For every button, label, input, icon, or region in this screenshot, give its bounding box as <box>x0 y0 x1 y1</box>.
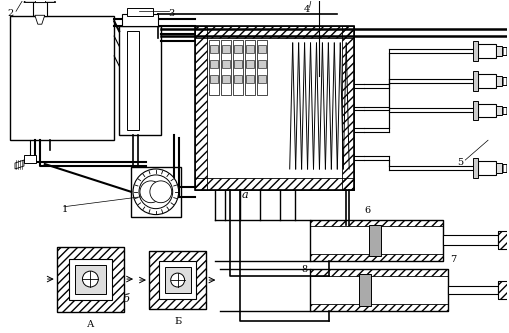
Bar <box>478 104 496 118</box>
Circle shape <box>133 169 179 214</box>
Bar <box>165 267 190 293</box>
Bar <box>159 261 196 299</box>
Bar <box>234 75 242 83</box>
Text: б: б <box>123 294 129 304</box>
Bar <box>119 26 161 135</box>
Bar <box>258 60 266 68</box>
Bar <box>210 45 218 53</box>
Text: Б: Б <box>174 317 181 326</box>
Bar <box>496 76 502 86</box>
Circle shape <box>140 181 162 203</box>
Bar <box>443 235 498 245</box>
Circle shape <box>171 273 185 287</box>
Bar <box>246 45 254 53</box>
Text: 7: 7 <box>450 255 457 264</box>
Bar <box>127 31 139 130</box>
Bar <box>122 14 158 26</box>
Bar <box>309 269 448 311</box>
Bar <box>233 40 243 95</box>
Bar <box>369 224 381 256</box>
Circle shape <box>150 181 172 203</box>
Bar <box>257 40 267 95</box>
Bar <box>74 265 106 294</box>
Bar <box>210 75 218 83</box>
Bar <box>149 251 207 309</box>
Bar <box>127 8 153 16</box>
Bar <box>209 40 219 95</box>
Bar <box>149 251 207 309</box>
Bar <box>69 259 112 300</box>
Bar <box>502 47 509 55</box>
Text: 5: 5 <box>457 158 463 167</box>
Bar <box>222 45 230 53</box>
Bar <box>35 0 45 2</box>
Bar <box>131 167 181 216</box>
Circle shape <box>139 175 173 209</box>
Bar <box>496 163 502 173</box>
Bar <box>473 71 478 91</box>
Text: 8: 8 <box>301 265 307 274</box>
Bar <box>342 26 354 190</box>
Bar <box>496 46 502 56</box>
Bar <box>502 107 509 115</box>
Text: 1: 1 <box>62 205 68 214</box>
Bar <box>10 16 114 140</box>
Bar <box>56 247 124 312</box>
Bar <box>195 178 354 190</box>
Bar <box>502 77 509 85</box>
Bar <box>498 231 509 249</box>
Bar <box>498 281 509 299</box>
Bar <box>210 60 218 68</box>
Bar <box>473 101 478 121</box>
Bar <box>195 26 207 190</box>
Bar <box>502 164 509 172</box>
Bar <box>245 40 255 95</box>
Bar <box>309 254 443 261</box>
Polygon shape <box>24 0 55 2</box>
Bar <box>309 219 443 261</box>
Bar <box>234 60 242 68</box>
Bar <box>221 40 231 95</box>
Bar <box>309 269 448 276</box>
Text: а: а <box>242 190 248 200</box>
Bar <box>258 45 266 53</box>
Bar <box>246 75 254 83</box>
Circle shape <box>82 271 98 287</box>
Bar <box>478 161 496 175</box>
Bar <box>246 60 254 68</box>
Bar <box>473 41 478 61</box>
Bar <box>258 75 266 83</box>
Bar <box>478 44 496 58</box>
Bar <box>498 231 509 249</box>
Bar <box>222 75 230 83</box>
Bar <box>498 281 509 299</box>
Bar <box>24 155 36 163</box>
Bar <box>359 274 371 306</box>
Bar <box>448 286 498 294</box>
Polygon shape <box>15 160 24 169</box>
Bar <box>478 74 496 88</box>
Bar <box>195 26 354 190</box>
Text: 4: 4 <box>303 5 309 14</box>
Text: 3: 3 <box>168 9 175 18</box>
Bar <box>33 2 47 16</box>
Bar <box>473 158 478 178</box>
Polygon shape <box>35 15 45 24</box>
Bar <box>309 304 448 311</box>
Bar <box>496 106 502 116</box>
Bar <box>234 45 242 53</box>
Bar <box>56 247 124 312</box>
Text: 6: 6 <box>364 205 370 214</box>
Bar <box>309 219 443 226</box>
Bar <box>195 26 354 38</box>
Text: 2: 2 <box>7 9 13 18</box>
Bar <box>222 60 230 68</box>
Text: А: А <box>87 320 94 329</box>
